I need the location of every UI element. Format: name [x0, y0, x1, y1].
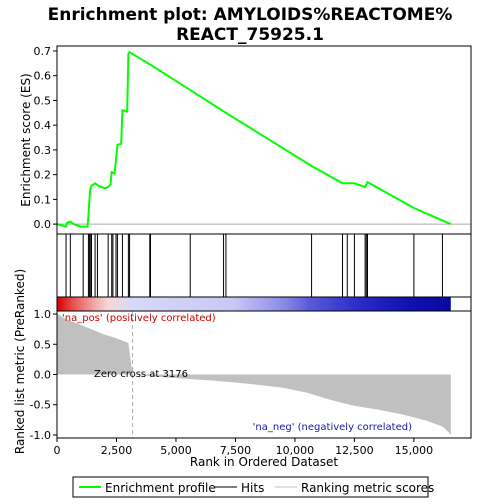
rank-color-bar [57, 297, 451, 311]
es-ytick-label: 0.2 [34, 169, 52, 182]
es-ytick-label: 0.1 [34, 193, 52, 206]
rank-xtick-label: 2,500 [101, 444, 133, 457]
rank-xtick-label: 0 [54, 444, 61, 457]
rank-xtick-label: 15,000 [395, 444, 434, 457]
es-ytick-label: 0.6 [34, 70, 52, 83]
rank-xtick-label: 12,500 [335, 444, 374, 457]
pos-label: 'na_pos' (positively correlated) [62, 313, 216, 324]
rank-xtick-label: 5,000 [160, 444, 192, 457]
es-ylabel: Enrichment score (ES) [19, 73, 33, 206]
legend-label: Enrichment profile [105, 481, 216, 495]
neg-label: 'na_neg' (negatively correlated) [253, 422, 412, 433]
legend-label: Hits [241, 481, 264, 495]
es-ytick-label: 0.0 [34, 218, 52, 231]
rank-ytick-label: 0.5 [34, 338, 52, 351]
legend-label: Ranking metric scores [301, 481, 434, 495]
chart-title: Enrichment plot: AMYLOIDS%REACTOME% REACT… [48, 5, 453, 45]
rank-ylabel: Ranked list metric (PreRanked) [13, 269, 27, 454]
es-ytick-label: 0.7 [34, 45, 52, 58]
chart-title-line: REACT_75925.1 [176, 25, 324, 45]
es-ytick-label: 0.5 [34, 94, 52, 107]
rank-xlabel: Rank in Ordered Dataset [190, 455, 338, 469]
es-ytick-label: 0.4 [34, 119, 52, 132]
zero-cross-label: Zero cross at 3176 [94, 369, 188, 380]
rank-ytick-label: 0.0 [34, 369, 52, 382]
rank-ytick-label: 1.0 [34, 308, 52, 321]
es-ytick-label: 0.3 [34, 144, 52, 157]
chart-title-line: Enrichment plot: AMYLOIDS%REACTOME% [48, 5, 453, 25]
hits-panel [57, 234, 471, 297]
rank-ytick-label: -0.5 [30, 399, 51, 412]
rank-ytick-label: -1.0 [30, 429, 51, 442]
